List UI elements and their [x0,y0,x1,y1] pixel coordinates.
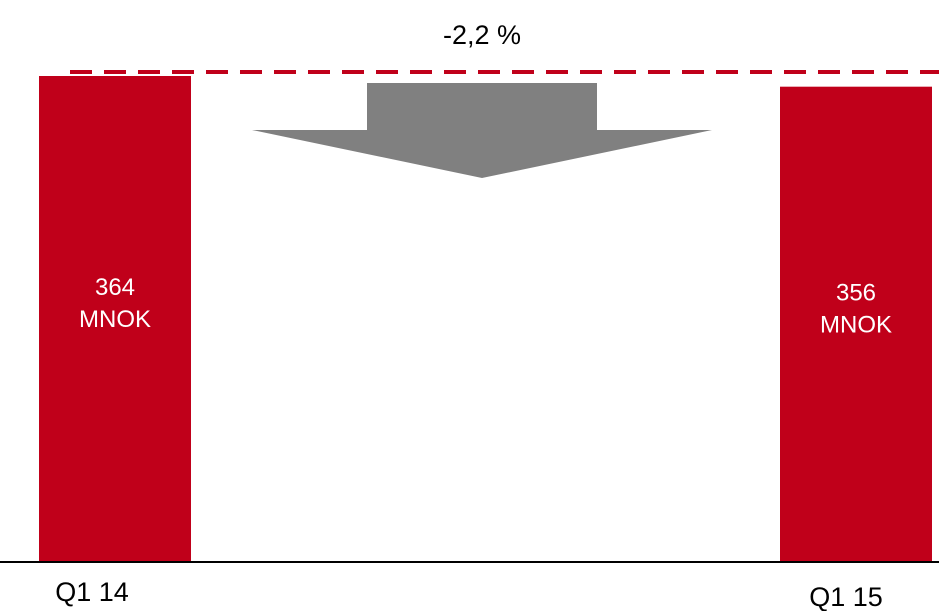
bar-value: 356 [836,279,876,306]
bar-q1-14 [39,76,191,562]
x-tick-label: Q1 14 [55,577,129,607]
bar-value-label: 364 MNOK [79,274,151,333]
bars-layer [39,76,932,562]
bar-value: 364 [95,274,135,301]
bar-q1-15 [780,86,932,562]
change-label: -2,2 % [443,20,521,50]
x-tick-label: Q1 15 [809,582,883,611]
bar-unit: MNOK [79,306,151,333]
down-arrow-icon [252,83,712,178]
bar-value-label: 356 MNOK [820,279,892,338]
bar-unit: MNOK [820,311,892,338]
labels-layer: 364 MNOK Q1 14 356 MNOK Q1 15 [55,274,892,611]
